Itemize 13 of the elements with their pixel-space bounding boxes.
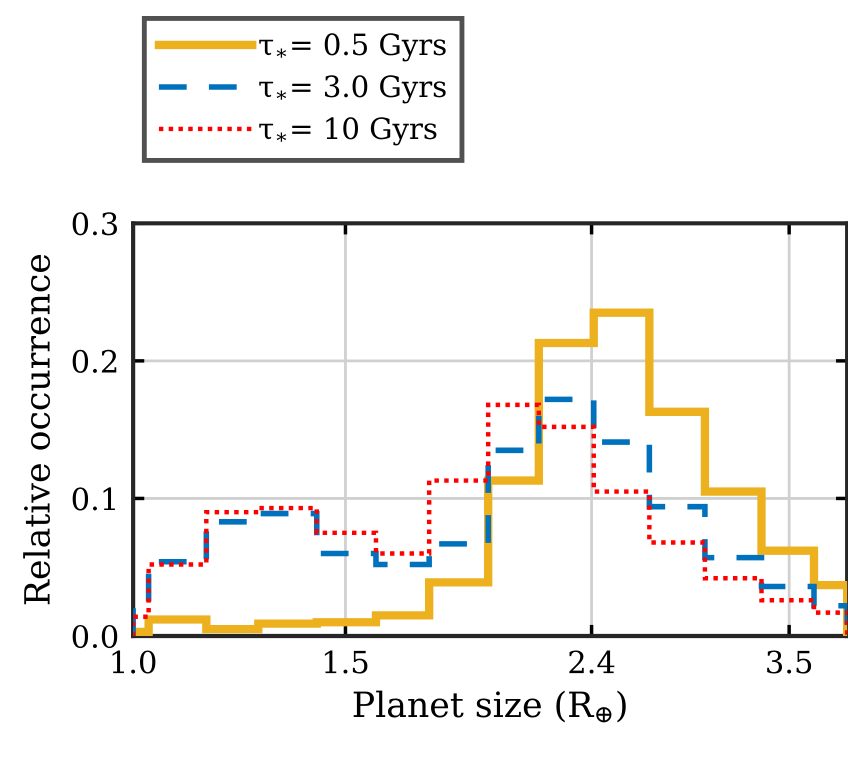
legend-label: τ$_{∗}$= 10 Gyrs (259, 117, 436, 146)
x-axis-title: Planet size (R$_{⊕}$) (354, 690, 626, 722)
y-tick-label: 0.3 (72, 212, 117, 236)
legend-label: τ$_{∗}$= 3.0 Gyrs (259, 75, 446, 104)
y-axis-title: Relative occurrence (23, 254, 50, 604)
x-tick-label: 3.5 (767, 650, 812, 674)
y-tick-label: 0.0 (72, 624, 118, 648)
y-tick-label: 0.1 (72, 487, 115, 510)
x-tick-label: 1.0 (112, 650, 156, 674)
y-tick-label: 0.2 (72, 350, 116, 373)
x-tick-label: 2.4 (569, 650, 614, 674)
legend-label: τ$_{∗}$= 0.5 Gyrs (259, 33, 446, 62)
x-tick-label: 1.5 (324, 650, 368, 674)
